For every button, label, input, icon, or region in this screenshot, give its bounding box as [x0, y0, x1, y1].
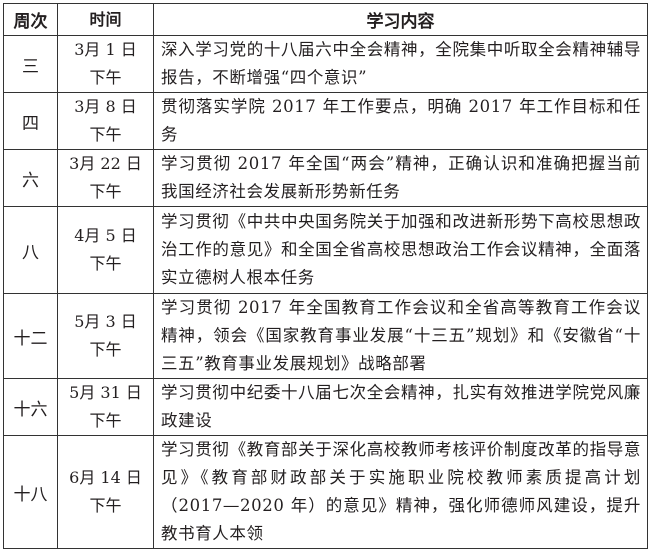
- date-text: 3月 22 日: [69, 154, 142, 173]
- date-text: 4月 5 日: [74, 226, 137, 245]
- week-cell: 四: [3, 92, 58, 150]
- header-content: 学习内容: [153, 3, 648, 36]
- time-cell: 5月 3 日 下午: [57, 293, 154, 379]
- content-cell: 学习贯彻 2017 年全国教育工作会议和全省高等教育工作会议精神，领会《国家教育…: [153, 293, 648, 379]
- time-cell: 5月 31 日 下午: [57, 378, 154, 436]
- content-cell: 深入学习党的十八届六中全会精神，全院集中听取全会精神辅导报告，不断增强“四个意识…: [153, 35, 648, 93]
- date-text: 6月 14 日: [69, 468, 142, 487]
- content-cell: 学习贯彻《中共中央国务院关于加强和改进新形势下高校思想政治工作的意见》和全国全省…: [153, 206, 648, 294]
- date-text: 5月 31 日: [69, 383, 142, 402]
- header-week: 周次: [3, 3, 58, 36]
- week-cell: 三: [3, 35, 58, 93]
- period-text: 下午: [89, 340, 122, 359]
- time-cell: 6月 14 日 下午: [57, 435, 154, 549]
- content-cell: 学习贯彻 2017 年全国“两会”精神，正确认识和准确把握当前我国经济社会发展新…: [153, 149, 648, 207]
- study-schedule-table: 周次 时间 学习内容 三 3月 1 日 下午 深入学习党的十八届六中全会精神，全…: [3, 3, 648, 549]
- week-cell: 十六: [3, 378, 58, 436]
- period-text: 下午: [89, 254, 122, 273]
- content-cell: 学习贯彻《教育部关于深化高校教师考核评价制度改革的指导意见》《教育部财政部关于实…: [153, 435, 648, 549]
- header-time: 时间: [57, 3, 154, 36]
- table-row: 三 3月 1 日 下午 深入学习党的十八届六中全会精神，全院集中听取全会精神辅导…: [3, 35, 648, 93]
- time-cell: 4月 5 日 下午: [57, 206, 154, 294]
- date-text: 5月 3 日: [74, 312, 137, 331]
- table-row: 八 4月 5 日 下午 学习贯彻《中共中央国务院关于加强和改进新形势下高校思想政…: [3, 206, 648, 294]
- week-cell: 十八: [3, 435, 58, 549]
- time-cell: 3月 1 日 下午: [57, 35, 154, 93]
- table-row: 四 3月 8 日 下午 贯彻落实学院 2017 年工作要点，明确 2017 年工…: [3, 92, 648, 150]
- table-row: 十六 5月 31 日 下午 学习贯彻中纪委十八届七次全会精神，扎实有效推进学院党…: [3, 378, 648, 436]
- week-cell: 八: [3, 206, 58, 294]
- content-cell: 学习贯彻中纪委十八届七次全会精神，扎实有效推进学院党风廉政建设: [153, 378, 648, 436]
- time-cell: 3月 8 日 下午: [57, 92, 154, 150]
- period-text: 下午: [89, 182, 122, 201]
- date-text: 3月 1 日: [74, 40, 137, 59]
- period-text: 下午: [89, 125, 122, 144]
- week-cell: 十二: [3, 293, 58, 379]
- content-cell: 贯彻落实学院 2017 年工作要点，明确 2017 年工作目标和任务: [153, 92, 648, 150]
- table-row: 六 3月 22 日 下午 学习贯彻 2017 年全国“两会”精神，正确认识和准确…: [3, 149, 648, 207]
- table-row: 十八 6月 14 日 下午 学习贯彻《教育部关于深化高校教师考核评价制度改革的指…: [3, 435, 648, 549]
- period-text: 下午: [89, 496, 122, 515]
- period-text: 下午: [89, 68, 122, 87]
- week-cell: 六: [3, 149, 58, 207]
- header-row: 周次 时间 学习内容: [3, 3, 648, 36]
- date-text: 3月 8 日: [74, 97, 137, 116]
- table-row: 十二 5月 3 日 下午 学习贯彻 2017 年全国教育工作会议和全省高等教育工…: [3, 293, 648, 379]
- time-cell: 3月 22 日 下午: [57, 149, 154, 207]
- period-text: 下午: [89, 411, 122, 430]
